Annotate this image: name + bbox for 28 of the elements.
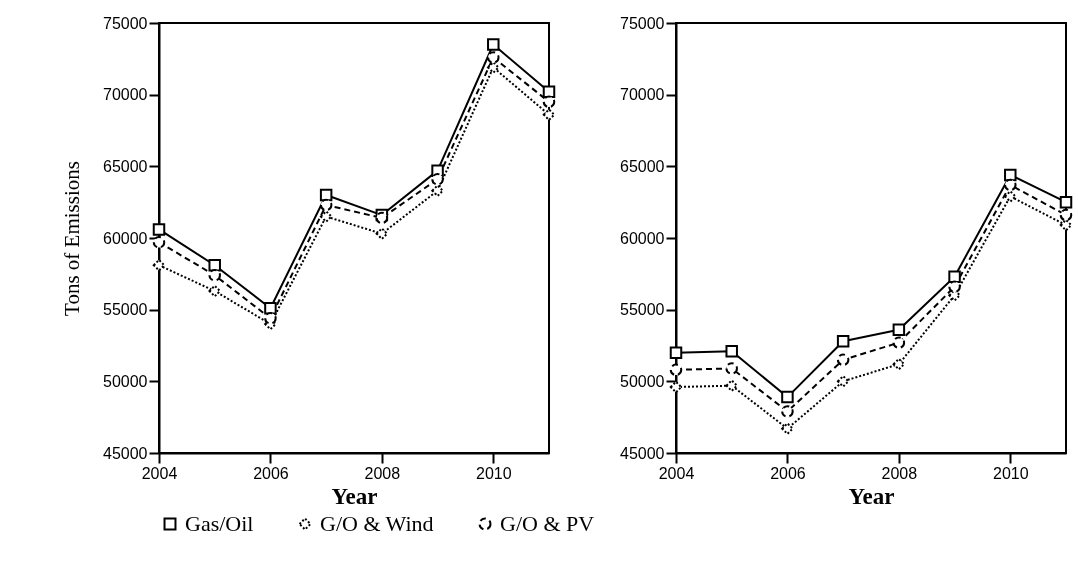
legend-label: Gas/Oil (185, 511, 254, 536)
y-tick-label: 55000 (620, 301, 665, 319)
x-tick-label: 2010 (475, 464, 512, 482)
x-tick-label: 2004 (658, 464, 695, 482)
x-axis-title: Year (331, 483, 378, 509)
y-tick-label: 65000 (103, 157, 148, 175)
x-tick-label: 2006 (253, 464, 289, 482)
x-tick-label: 2008 (364, 464, 401, 482)
x-tick-label: 2004 (141, 464, 178, 482)
y-tick-label: 70000 (620, 86, 665, 104)
x-tick-label: 2006 (770, 464, 806, 482)
y-tick-label: 65000 (620, 157, 665, 175)
x-tick-label: 2008 (881, 464, 918, 482)
x-tick-label: 2010 (992, 464, 1029, 482)
y-axis-title: Tons of Emissions (60, 161, 85, 316)
y-tick-label: 75000 (620, 14, 665, 32)
y-tick-label: 45000 (103, 444, 148, 462)
y-tick-label: 60000 (103, 229, 148, 247)
legend-label: G/O & Wind (320, 511, 434, 536)
x-axis-title: Year (848, 483, 895, 509)
y-tick-label: 70000 (103, 86, 148, 104)
y-tick-label: 55000 (103, 301, 148, 319)
y-tick-label: 45000 (620, 444, 665, 462)
y-tick-label: 50000 (103, 372, 148, 390)
y-tick-label: 60000 (620, 229, 665, 247)
y-tick-label: 50000 (620, 372, 665, 390)
y-tick-label: 75000 (103, 14, 148, 32)
legend-label: G/O & PV (500, 511, 595, 536)
